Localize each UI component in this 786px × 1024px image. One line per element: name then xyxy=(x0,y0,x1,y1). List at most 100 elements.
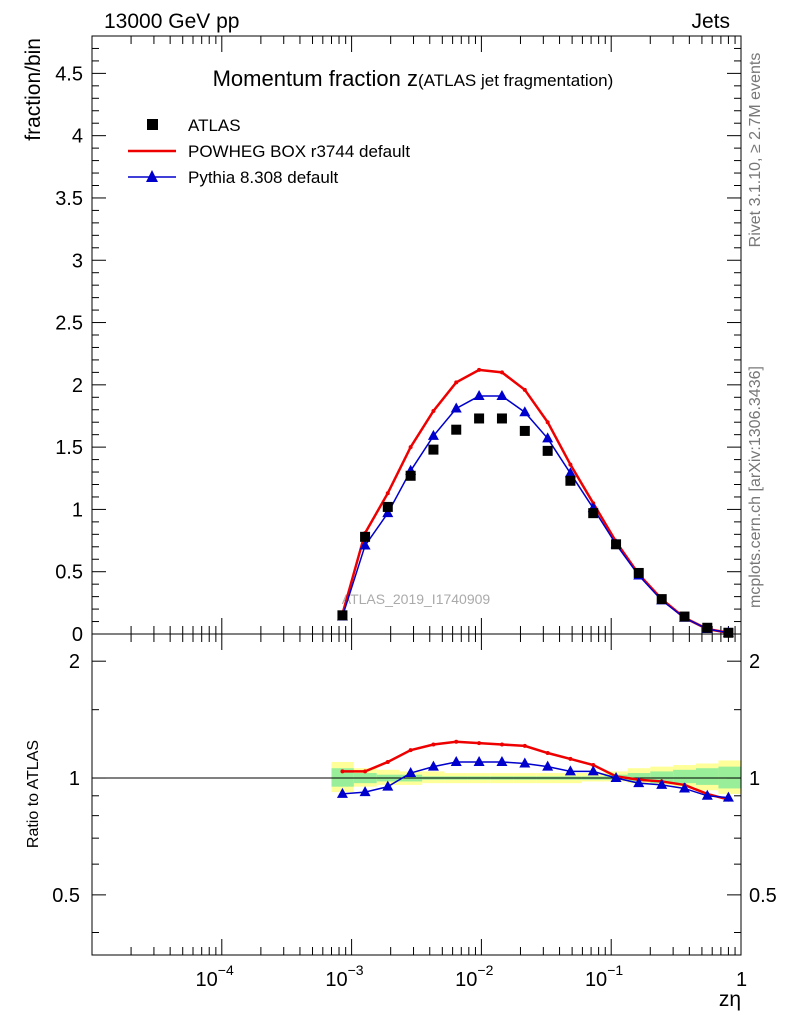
x-axis-label: zη xyxy=(719,988,741,1011)
legend-label: POWHEG BOX r3744 default xyxy=(188,142,410,161)
data-point-atlas xyxy=(542,445,553,456)
data-point-powheg xyxy=(477,367,482,372)
collision-energy-label: 13000 GeV pp xyxy=(104,10,239,33)
data-point-powheg xyxy=(522,387,527,392)
ratio-point-pythia xyxy=(722,791,734,802)
main-panel: 0 0.5 1 1.5 2 2.5 3 3.5 4 4.5 fraction/bin Momentum… xyxy=(22,35,742,646)
ratio-point-powheg xyxy=(545,751,550,756)
y-tick-label: 3 xyxy=(72,250,83,272)
x-tick-label-base: 10 xyxy=(196,969,218,991)
y-axis-label: fraction/bin xyxy=(22,38,45,141)
x-tick-label: 1 xyxy=(736,969,747,991)
ratio-y-tick-label-right: 2 xyxy=(749,651,760,673)
ratio-point-pythia xyxy=(382,780,394,791)
x-tick-label-exponent: −4 xyxy=(218,962,234,978)
x-tick-label-exponent: −3 xyxy=(348,962,364,978)
legend-marker-atlas xyxy=(147,119,158,130)
ratio-y-axis-label: Ratio to ATLAS xyxy=(25,740,42,848)
x-tick-label-base: 10 xyxy=(325,969,347,991)
data-point-pythia xyxy=(427,429,439,440)
rivet-version-label: Rivet 3.1.10, ≥ 2.7M events xyxy=(747,53,764,248)
ratio-point-pythia xyxy=(450,755,462,766)
legend-label: Pythia 8.308 default xyxy=(188,168,339,187)
ratio-point-powheg xyxy=(568,756,573,761)
data-point-pythia xyxy=(450,402,462,413)
ratio-point-pythia xyxy=(496,755,508,766)
y-tick-label: 2.5 xyxy=(55,313,83,335)
data-point-atlas xyxy=(451,424,462,435)
ratio-point-powheg xyxy=(363,769,368,774)
data-point-pythia xyxy=(382,507,394,518)
data-point-powheg xyxy=(408,445,413,450)
ratio-point-powheg xyxy=(522,743,527,748)
y-tick-label: 4.5 xyxy=(55,63,83,85)
band-stat xyxy=(331,768,354,787)
data-point-powheg xyxy=(545,420,550,425)
ratio-y-tick-label: 0.5 xyxy=(52,885,80,907)
ratio-point-pythia xyxy=(701,789,713,800)
y-tick-label: 4 xyxy=(72,126,83,148)
ratio-point-pythia xyxy=(519,757,531,768)
data-point-pythia xyxy=(359,539,371,550)
data-point-powheg xyxy=(454,380,459,385)
legend-label: ATLAS xyxy=(188,116,241,135)
ratio-point-pythia xyxy=(678,782,690,793)
ratio-point-powheg xyxy=(499,742,504,747)
data-point-atlas xyxy=(382,501,393,512)
ratio-point-pythia xyxy=(359,786,371,797)
process-label: Jets xyxy=(691,10,730,33)
band-stat xyxy=(627,773,651,782)
y-tick-label: 0 xyxy=(72,624,83,646)
data-point-powheg xyxy=(385,491,390,496)
data-point-pythia xyxy=(496,390,508,401)
x-tick-label-exponent: −1 xyxy=(607,962,623,978)
ratio-point-pythia xyxy=(633,777,645,788)
data-point-atlas xyxy=(679,611,690,622)
ratio-point-pythia xyxy=(587,765,599,776)
y-tick-label: 0.5 xyxy=(55,562,83,584)
mcplots-reference-label: mcplots.cern.ch [arXiv:1306.3436] xyxy=(747,366,764,608)
chart-title: Momentum fraction z xyxy=(213,66,418,91)
y-tick-label: 2 xyxy=(72,375,83,397)
data-point-pythia xyxy=(564,467,576,478)
ratio-point-powheg xyxy=(385,759,390,764)
ratio-point-powheg xyxy=(591,763,596,768)
data-point-atlas xyxy=(496,413,507,424)
analysis-watermark: ATLAS_2019_I1740909 xyxy=(342,591,491,607)
y-tick-label: 1 xyxy=(72,499,83,521)
data-point-atlas xyxy=(337,610,348,621)
y-tick-label: 3.5 xyxy=(55,188,83,210)
data-point-pythia xyxy=(542,432,554,443)
ratio-point-powheg xyxy=(477,741,482,746)
band-stat xyxy=(673,769,696,784)
data-point-powheg xyxy=(499,370,504,375)
ratio-point-powheg xyxy=(340,769,345,774)
data-point-atlas xyxy=(360,531,371,542)
ratio-point-pythia xyxy=(542,760,554,771)
ratio-point-powheg xyxy=(431,742,436,747)
data-point-atlas xyxy=(633,567,644,578)
ratio-point-pythia xyxy=(610,772,622,783)
ratio-point-pythia xyxy=(405,767,417,778)
data-point-powheg xyxy=(431,408,436,413)
band-stat xyxy=(695,768,719,785)
ratio-point-powheg xyxy=(454,739,459,744)
ratio-y-tick-label-right: 0.5 xyxy=(749,885,777,907)
ratio-frame xyxy=(91,633,742,956)
data-point-atlas xyxy=(656,594,667,605)
chart-subtitle: (ATLAS jet fragmentation) xyxy=(418,71,613,90)
y-tick-label: 1.5 xyxy=(55,437,83,459)
data-point-pythia xyxy=(519,406,531,417)
ratio-y-tick-label-right: 1 xyxy=(749,768,760,790)
data-point-atlas xyxy=(405,470,416,481)
data-point-atlas xyxy=(702,622,713,633)
ratio-point-pythia xyxy=(473,755,485,766)
ratio-point-pythia xyxy=(336,787,348,798)
data-point-atlas xyxy=(611,539,622,550)
data-point-atlas xyxy=(588,508,599,519)
ratio-point-pythia xyxy=(427,760,439,771)
band-stat xyxy=(650,771,674,784)
data-point-atlas xyxy=(474,413,485,424)
